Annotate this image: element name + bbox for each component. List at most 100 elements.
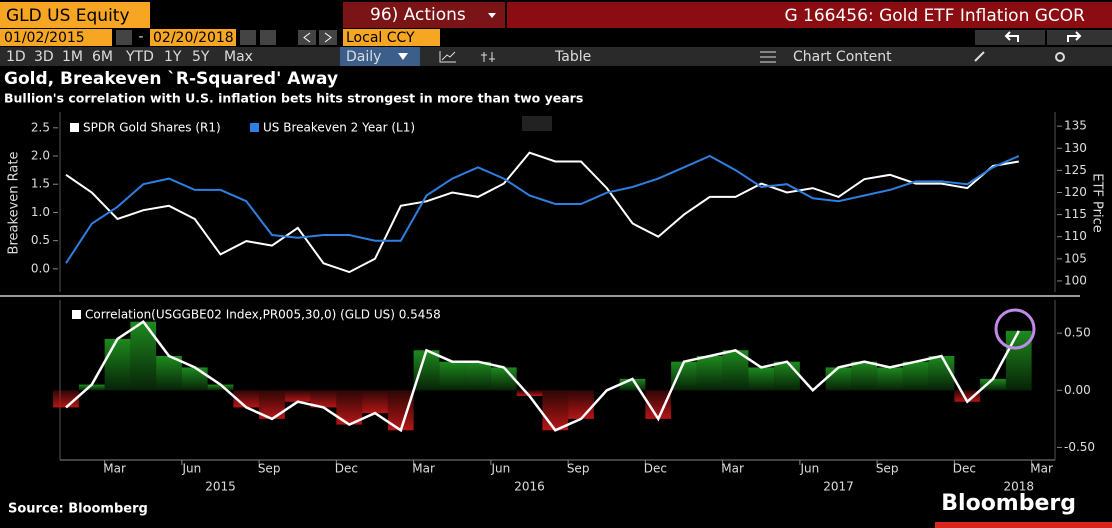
calendar-button[interactable] — [240, 30, 256, 45]
bar-chart-icon[interactable] — [481, 52, 495, 62]
prev-button[interactable] — [298, 30, 316, 45]
x-tick-label: Sep — [567, 462, 590, 476]
x-tick-label: Mar — [412, 462, 435, 476]
currency[interactable]: Local CCY — [346, 30, 415, 46]
x-tick-label: Mar — [1030, 462, 1053, 476]
year-label: 2015 — [205, 480, 236, 494]
chart-type-menu[interactable] — [522, 116, 552, 131]
y-tick-label: 0.0 — [31, 261, 50, 275]
area-bar — [1005, 330, 1032, 391]
area-bar — [465, 361, 491, 391]
frequency-button[interactable] — [340, 47, 420, 66]
calendar-button[interactable] — [116, 30, 132, 45]
y2-tick-label: 120 — [1064, 185, 1087, 199]
y-tick-label: 1.5 — [31, 177, 50, 191]
edit-icon[interactable] — [974, 51, 985, 62]
currency-field[interactable] — [343, 29, 440, 46]
area-bar — [851, 361, 878, 391]
range-button[interactable]: 5Y — [192, 49, 210, 65]
undo-icon — [1004, 31, 1019, 42]
area-bar — [362, 390, 388, 414]
actions[interactable]: 96) Actions — [370, 5, 466, 25]
range-button[interactable]: 3D — [34, 49, 54, 65]
legend-label: SPDR Gold Shares (R1) — [83, 121, 221, 135]
legend-label: US Breakeven 2 Year (L1) — [263, 121, 415, 135]
range-button[interactable] — [260, 30, 276, 45]
function-title: G 166456: Gold ETF Inflation GCOR — [784, 6, 1085, 26]
area-bar — [78, 384, 105, 391]
chart-content-button[interactable]: Chart Content — [793, 49, 892, 65]
area-bar — [877, 367, 903, 391]
area-bar — [284, 390, 311, 402]
area-bar — [207, 384, 234, 391]
year-label: 2018 — [1003, 480, 1034, 494]
ticker-box[interactable] — [0, 2, 150, 28]
area-bar — [542, 390, 569, 431]
year-label: 2016 — [514, 480, 545, 494]
frequency[interactable]: Daily — [346, 49, 381, 65]
y2-tick-label: 110 — [1064, 229, 1087, 243]
y2-tick-label: 125 — [1064, 163, 1087, 177]
y-tick-label: 0.5 — [31, 233, 50, 247]
area-bar — [671, 361, 697, 391]
x-tick-label: Sep — [258, 462, 281, 476]
area-bar — [980, 378, 1006, 391]
highlight-circle — [994, 308, 1036, 350]
chart-subtitle: Bullion's correlation with U.S. inflatio… — [4, 91, 583, 106]
area-bar — [310, 390, 337, 408]
y-tick-label: -0.50 — [1064, 440, 1095, 454]
area-bar — [774, 361, 800, 391]
x-tick-label: Jun — [800, 462, 820, 476]
x-tick-label: Dec — [644, 462, 667, 476]
legend-swatch — [72, 310, 81, 319]
start-date[interactable]: 01/02/2015 — [4, 30, 85, 46]
source: Source: Bloomberg — [8, 502, 148, 517]
area-bar — [902, 361, 929, 391]
area-bar — [748, 367, 775, 391]
series-line — [65, 151, 1019, 274]
ticker[interactable]: GLD US Equity — [6, 6, 130, 26]
undo-button[interactable] — [975, 30, 1045, 45]
line-chart-icon[interactable] — [439, 51, 456, 63]
area-bar — [156, 356, 182, 391]
area-bar — [104, 338, 131, 391]
x-tick-label: Dec — [953, 462, 976, 476]
range-button[interactable]: 1D — [6, 49, 26, 65]
start-date-field[interactable] — [0, 29, 112, 46]
next-icon — [324, 32, 332, 43]
area-bar — [568, 390, 594, 419]
settings-icon[interactable] — [1055, 52, 1065, 62]
area-bar — [825, 367, 852, 391]
actions-button[interactable] — [343, 2, 505, 28]
table-button[interactable]: Table — [554, 49, 591, 65]
y-tick-label: 1.0 — [31, 205, 50, 219]
function-bar — [507, 2, 1112, 28]
end-date-field[interactable] — [150, 29, 236, 46]
range-button[interactable]: 6M — [92, 49, 113, 65]
series-line — [65, 320, 1020, 433]
x-tick-label: Jun — [182, 462, 202, 476]
range-button[interactable]: 1Y — [164, 49, 182, 65]
next-button[interactable] — [319, 30, 337, 45]
y-axis-label: Breakeven Rate — [7, 152, 22, 255]
range-button[interactable]: Max — [224, 49, 253, 65]
y2-tick-label: 135 — [1064, 119, 1087, 133]
series-line — [65, 154, 1020, 264]
range-button[interactable]: 1M — [62, 49, 83, 65]
dropdown-arrow — [398, 53, 408, 60]
area-bar — [954, 390, 981, 402]
x-tick-label: Mar — [721, 462, 744, 476]
range-button[interactable]: YTD — [125, 49, 154, 65]
y-tick-label: 0.00 — [1064, 383, 1091, 397]
y-tick-label: 2.5 — [31, 120, 50, 134]
dropdown-arrow — [488, 13, 496, 18]
y2-tick-label: 100 — [1064, 273, 1087, 287]
chart-content-icon — [760, 51, 776, 63]
date-separator: - — [138, 29, 143, 45]
prev-icon — [303, 32, 311, 43]
x-tick-label: Sep — [876, 462, 899, 476]
end-date[interactable]: 02/20/2018 — [153, 30, 234, 46]
legend-swatch — [250, 123, 259, 132]
